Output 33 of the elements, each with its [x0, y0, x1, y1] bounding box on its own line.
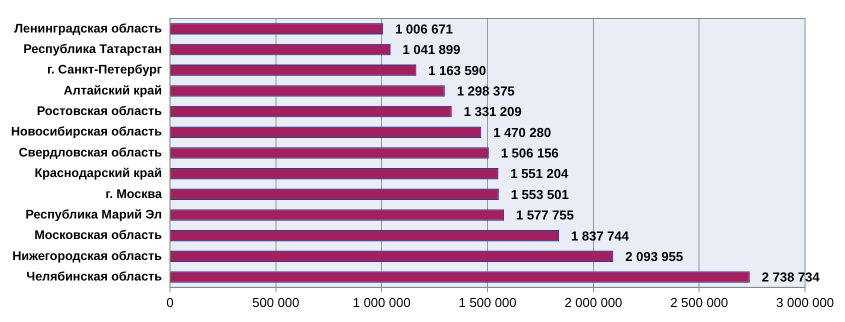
y-tick-label: Алтайский край: [64, 83, 162, 98]
x-tick-label: 3 000 000: [776, 294, 834, 310]
data-label: 1 470 280: [493, 124, 552, 140]
y-tick-label: Московская область: [34, 228, 162, 242]
x-tick-label: 1 500 000: [458, 294, 516, 310]
x-tick-label: 2 500 000: [670, 294, 728, 310]
y-tick-label: Ростовская область: [36, 104, 162, 118]
data-label: 1 506 156: [500, 146, 559, 161]
y-tick-label: Нижегородская область: [12, 248, 162, 263]
data-label: 1 331 209: [464, 104, 522, 120]
data-label: 2 738 734: [762, 270, 820, 285]
y-tick-label: Краснодарский край: [34, 166, 162, 180]
y-tick-label: Новосибирская область: [11, 124, 162, 139]
y-tick-label: Свердловская область: [18, 145, 162, 160]
data-label: 1 551 204: [510, 166, 569, 182]
data-label: 1 163 590: [428, 62, 486, 78]
data-label: 1 298 375: [456, 83, 515, 98]
y-tick-label: Ленинградская область: [14, 21, 162, 36]
x-tick-label: 1 000 000: [352, 294, 411, 310]
data-label: 1 577 755: [516, 208, 574, 223]
y-tick-label: г. Москва: [105, 186, 163, 201]
x-tick-label: 0: [166, 294, 174, 310]
y-tick-label: г. Санкт-Петербург: [47, 62, 162, 77]
x-tick-label: 2 000 000: [564, 294, 622, 310]
data-label: 1 837 744: [571, 228, 630, 244]
data-label: 1 006 671: [395, 21, 453, 36]
y-tick-label: Республика Марий Эл: [25, 207, 162, 222]
data-label: 1 553 501: [510, 186, 569, 202]
data-label: 1 041 899: [402, 42, 460, 58]
y-tick-label: Челябинская область: [26, 270, 162, 284]
y-tick-label: Республика Татарстан: [23, 42, 162, 56]
x-tick-label: 500 000: [252, 294, 300, 310]
data-label: 2 093 955: [625, 248, 684, 264]
